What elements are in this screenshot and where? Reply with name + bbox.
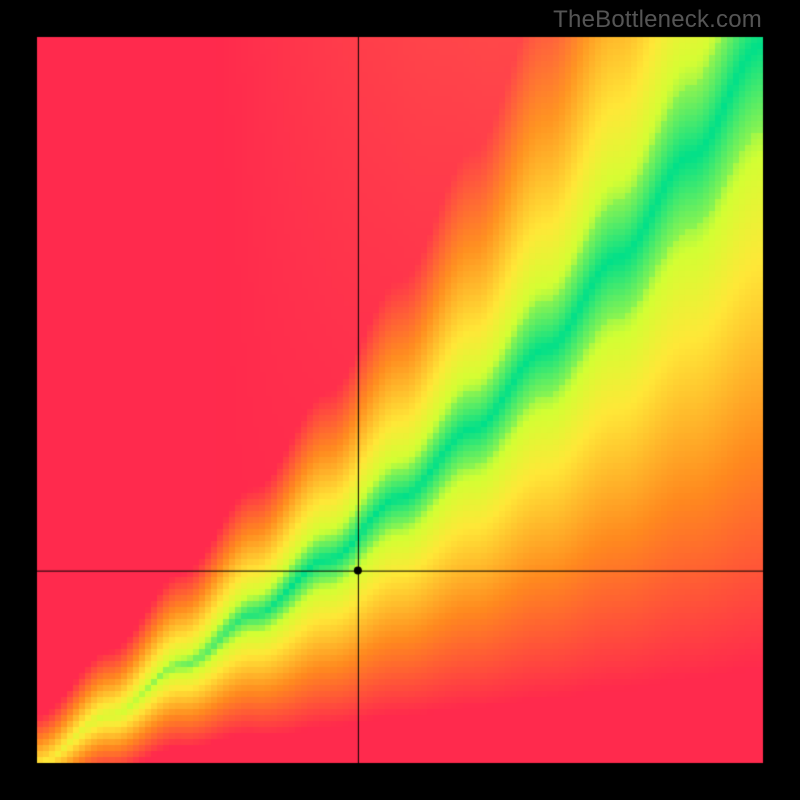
heatmap-canvas [0, 0, 800, 800]
chart-container: TheBottleneck.com [0, 0, 800, 800]
watermark-text: TheBottleneck.com [553, 6, 762, 34]
